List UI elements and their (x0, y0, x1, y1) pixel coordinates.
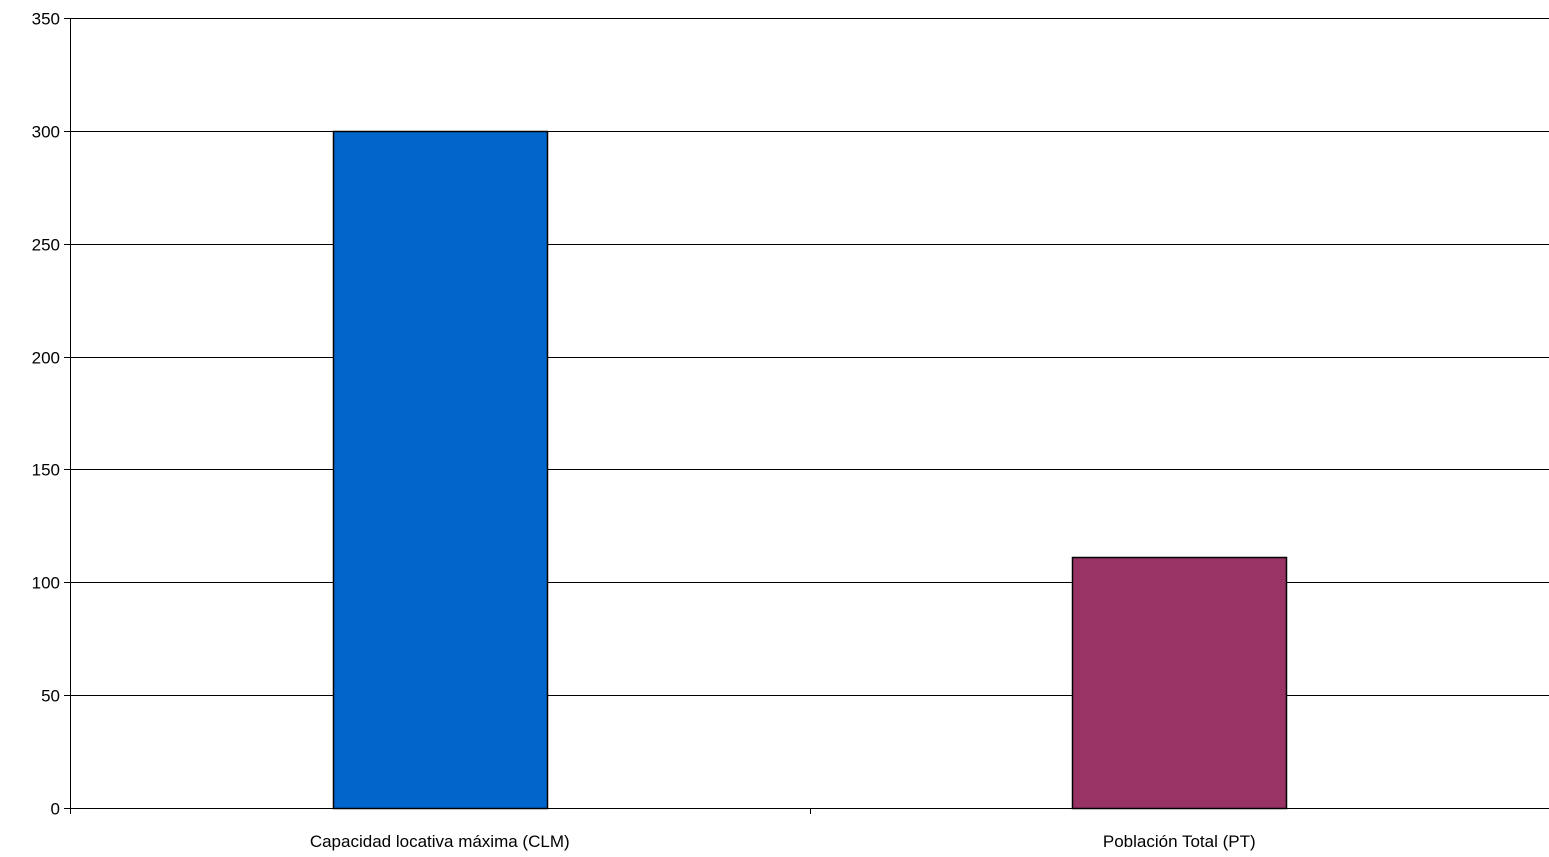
gridlines (70, 18, 1549, 696)
y-tick-label: 250 (32, 236, 60, 255)
bar-2 (1071, 556, 1288, 810)
bar-1 (332, 130, 549, 810)
y-tick-label: 0 (51, 800, 60, 819)
y-tick-label: 150 (32, 461, 60, 480)
y-tick-label: 50 (41, 687, 60, 706)
x-category-label: Capacidad locativa máxima (CLM) (310, 832, 570, 851)
tick-labels: 0 50 100 150 200 250 300 350 Capacidad locativa … (32, 10, 1256, 852)
y-tick-label: 350 (32, 10, 60, 29)
y-tick-label: 300 (32, 123, 60, 142)
y-tick-label: 200 (32, 349, 60, 368)
y-tick-label: 100 (32, 574, 60, 593)
x-category-label: Población Total (PT) (1103, 832, 1256, 851)
axes (64, 18, 1549, 814)
